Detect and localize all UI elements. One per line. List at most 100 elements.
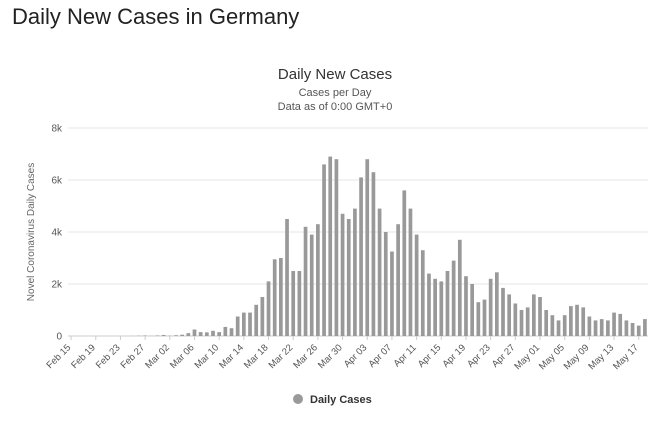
x-tick-label: Mar 22 (267, 342, 296, 371)
chart-subtitle-line-1: Cases per Day (299, 87, 372, 99)
bar[interactable] (501, 287, 505, 336)
bar[interactable] (414, 234, 419, 336)
x-tick-label: Feb 27 (119, 342, 148, 371)
bar[interactable] (198, 332, 203, 336)
bar[interactable] (143, 335, 147, 336)
bar[interactable] (402, 190, 407, 336)
bar[interactable] (433, 278, 437, 336)
y-axis-label: Novel Coronavirus Daily Cases (26, 163, 37, 301)
bar[interactable] (254, 304, 259, 336)
chart-subtitle-line-2: Data as of 0:00 GMT+0 (278, 101, 393, 113)
bar[interactable] (223, 326, 228, 336)
bar[interactable] (346, 219, 351, 336)
bar[interactable] (420, 250, 425, 336)
bar[interactable] (427, 273, 431, 336)
bar[interactable] (174, 335, 178, 336)
bar[interactable] (532, 294, 536, 336)
chart-title: Daily New Cases (278, 66, 392, 83)
bar[interactable] (353, 208, 357, 336)
bar[interactable] (556, 320, 561, 336)
bar[interactable] (488, 278, 493, 336)
x-tick-label: Feb 19 (69, 342, 98, 371)
bar[interactable] (476, 302, 481, 336)
bar[interactable] (636, 325, 641, 336)
bar[interactable] (587, 316, 592, 337)
x-tick-label: Apr 23 (465, 342, 493, 370)
bar[interactable] (396, 224, 400, 336)
bar[interactable] (544, 310, 549, 336)
bar[interactable] (630, 323, 635, 336)
bar[interactable] (550, 315, 555, 336)
bar[interactable] (242, 312, 246, 336)
bar[interactable] (217, 332, 222, 336)
bar[interactable] (377, 208, 382, 336)
x-tick-label: Apr 19 (441, 342, 469, 370)
bar[interactable] (451, 260, 456, 336)
bar[interactable] (457, 239, 462, 336)
bar[interactable] (192, 329, 197, 337)
bar[interactable] (494, 272, 499, 336)
bar[interactable] (569, 306, 573, 336)
x-tick-label: Mar 26 (291, 342, 320, 371)
legend-item-daily-cases[interactable]: Daily Cases (293, 394, 372, 406)
bar[interactable] (507, 294, 512, 336)
x-tick-label: May 13 (586, 342, 616, 372)
bar[interactable] (599, 319, 604, 336)
bar[interactable] (624, 320, 629, 336)
y-tick-label: 2k (51, 280, 63, 291)
bar[interactable] (291, 271, 296, 336)
bar[interactable] (204, 332, 209, 336)
bar[interactable] (359, 177, 363, 336)
bar[interactable] (328, 156, 333, 336)
y-tick-label: 6k (51, 176, 63, 187)
bar[interactable] (513, 303, 518, 337)
bar[interactable] (612, 312, 616, 336)
bar[interactable] (643, 319, 647, 336)
bar[interactable] (309, 234, 314, 336)
bar[interactable] (581, 307, 586, 336)
bar[interactable] (439, 281, 444, 336)
bar[interactable] (390, 251, 394, 337)
bar[interactable] (383, 232, 388, 336)
bar[interactable] (593, 320, 598, 336)
x-tick-label: May 17 (611, 342, 641, 372)
bar[interactable] (285, 219, 289, 336)
bar[interactable] (371, 172, 376, 336)
bar[interactable] (229, 328, 234, 336)
bar[interactable] (538, 297, 542, 336)
bar[interactable] (470, 284, 474, 336)
bar[interactable] (606, 320, 610, 336)
bar[interactable] (266, 281, 271, 336)
bar[interactable] (322, 164, 326, 336)
bar[interactable] (272, 259, 277, 336)
x-tick-label: Mar 06 (168, 342, 197, 371)
bar[interactable] (519, 310, 524, 336)
bar[interactable] (155, 335, 160, 336)
bar[interactable] (248, 312, 252, 336)
bar[interactable] (161, 334, 166, 336)
bar[interactable] (180, 334, 184, 336)
bar[interactable] (562, 315, 567, 336)
bar[interactable] (211, 330, 215, 336)
bar[interactable] (235, 316, 240, 337)
bar[interactable] (575, 304, 579, 336)
bar[interactable] (279, 258, 283, 336)
bar[interactable] (340, 213, 345, 336)
bar[interactable] (618, 313, 623, 336)
x-tick-label: May 01 (512, 342, 542, 372)
y-tick-label: 8k (51, 124, 63, 135)
bar[interactable] (260, 297, 265, 336)
bar[interactable] (186, 333, 191, 336)
bar[interactable] (445, 271, 450, 336)
bar[interactable] (365, 159, 370, 336)
x-tick-label: Mar 14 (217, 342, 246, 371)
bar[interactable] (408, 208, 413, 336)
bar[interactable] (297, 271, 302, 336)
bar[interactable] (482, 299, 487, 336)
bar[interactable] (334, 159, 339, 336)
bar[interactable] (464, 276, 468, 336)
bar[interactable] (303, 226, 308, 336)
x-tick-label: Mar 18 (242, 342, 271, 371)
bar[interactable] (525, 307, 530, 336)
bar[interactable] (316, 224, 320, 336)
